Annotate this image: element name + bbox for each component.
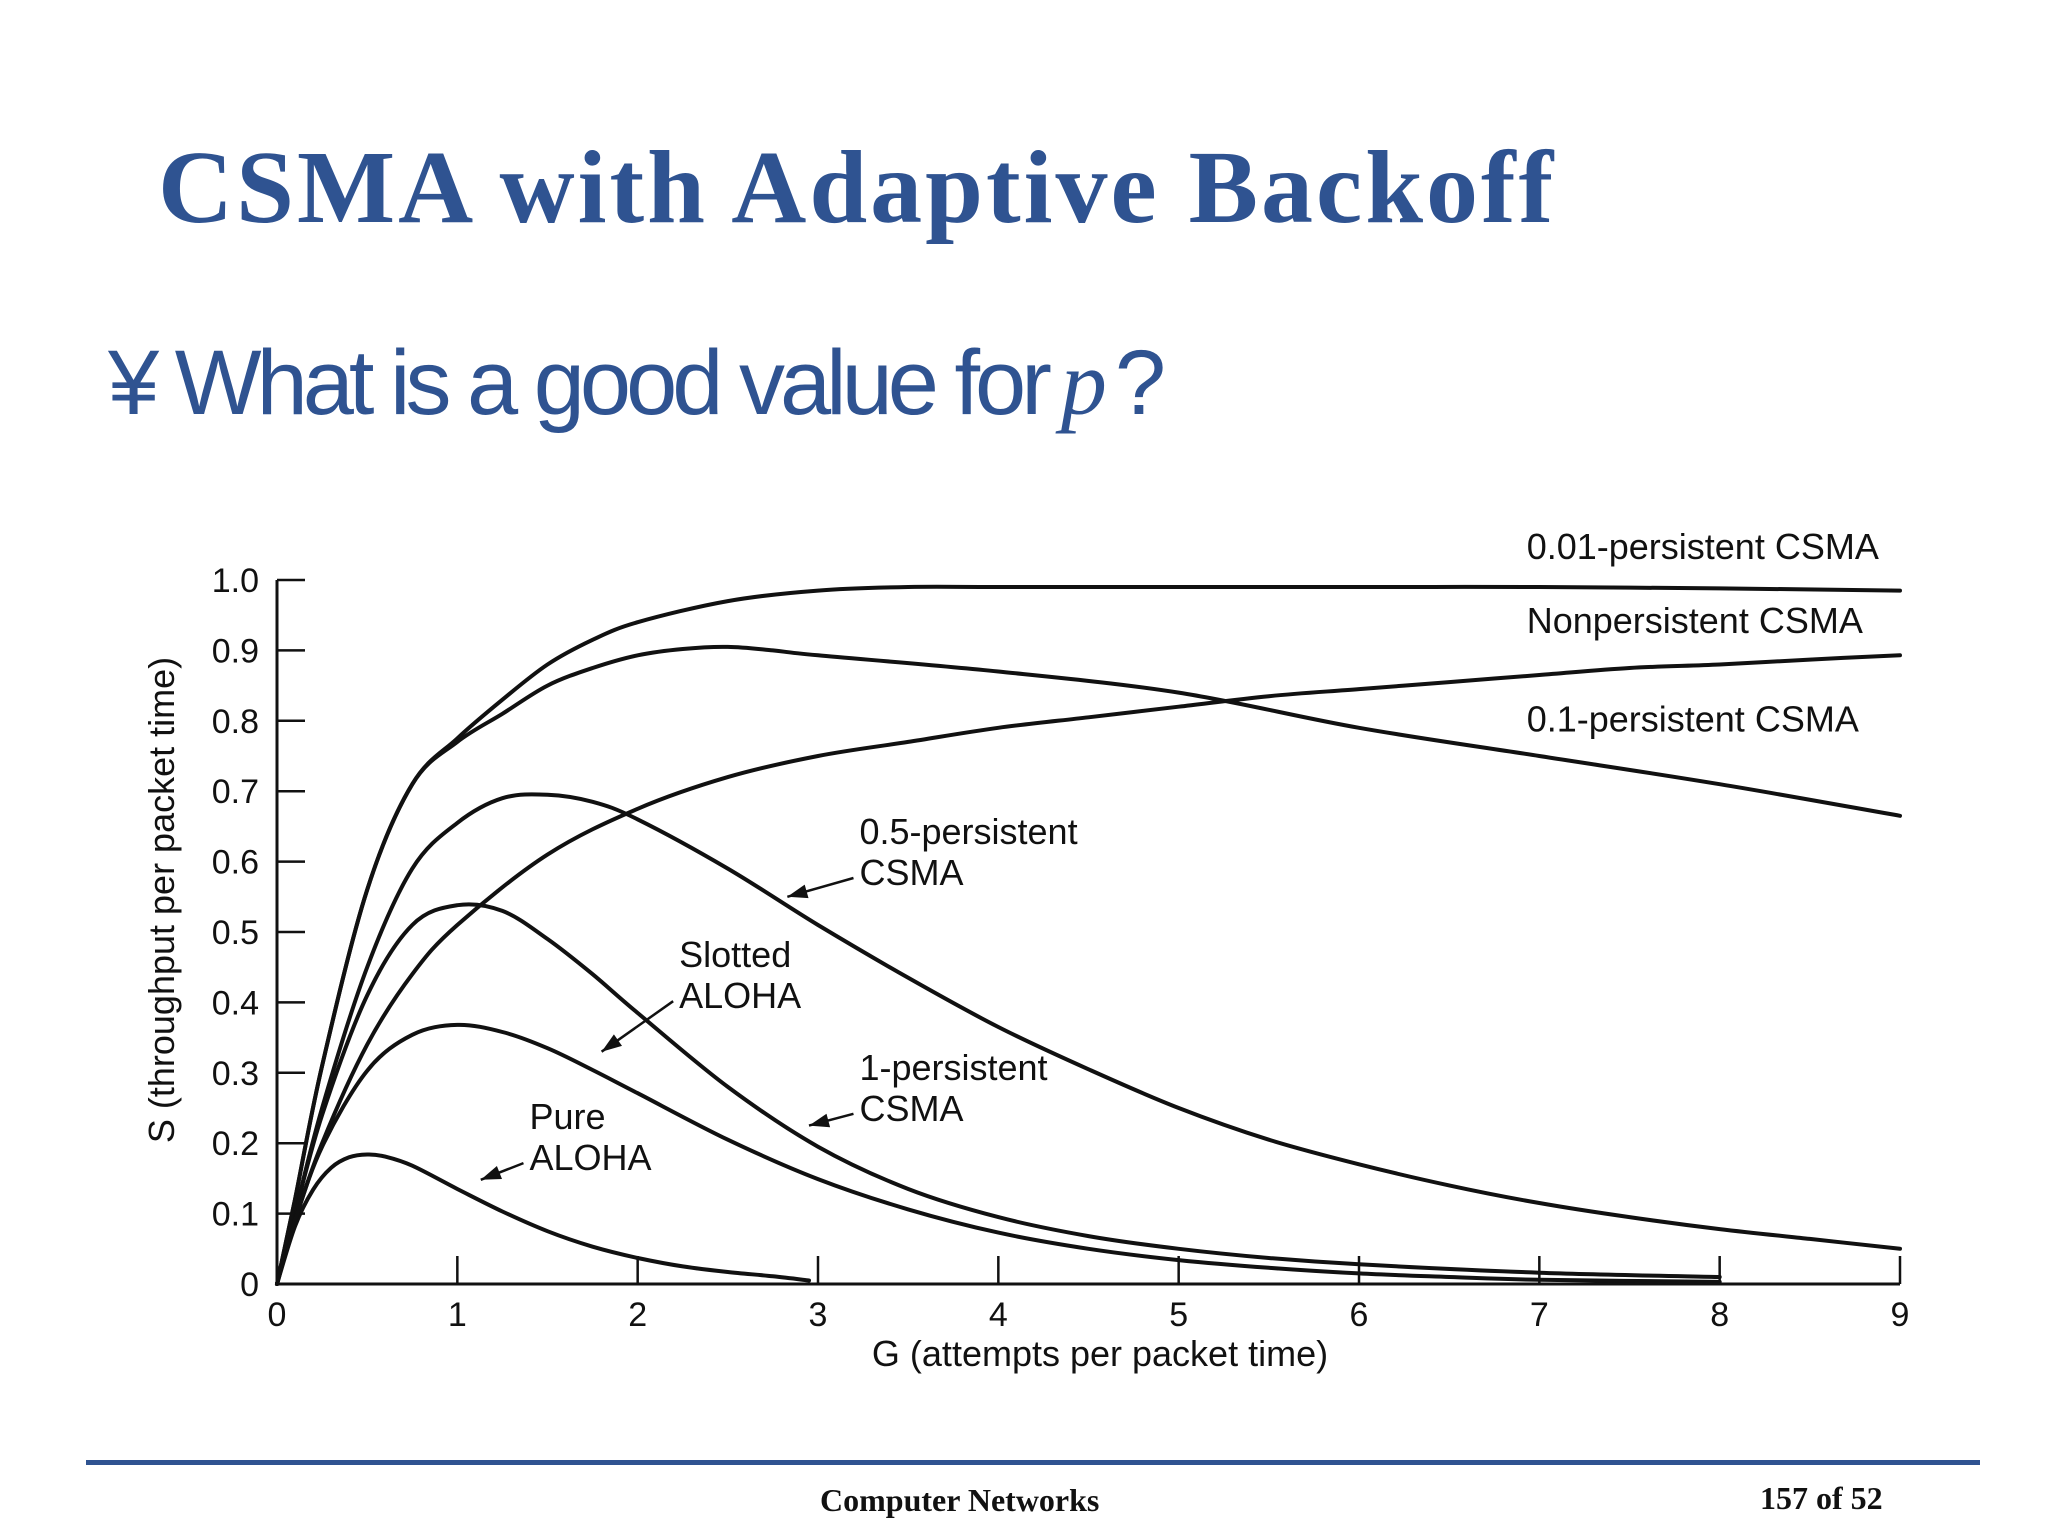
chart-axes: 0 0.1 0.2 0.3 0.4 0.5 0.6 0.7 0.8 0.9 1.0 0 1 2 3 4 5 6 7 8… [212, 562, 1910, 1334]
annotation-arrow-head [601, 1034, 622, 1052]
x-tick-label: 8 [1710, 1296, 1729, 1334]
y-tick-label: 0.1 [212, 1196, 259, 1234]
y-tick-label: 0.7 [212, 773, 259, 811]
series-label-slotted-aloha: Slotted ALOHA [679, 934, 801, 1016]
x-tick-label: 9 [1891, 1296, 1910, 1334]
series-label-line: ALOHA [529, 1137, 651, 1178]
annotation-arrow-head [787, 884, 809, 899]
bullet-variable: p [1060, 332, 1107, 434]
series-label-line: ALOHA [679, 975, 801, 1016]
series-label-nonpersistent-csma: Nonpersistent CSMA [1527, 600, 1863, 641]
series-line-1-persistent-csma [275, 902, 1722, 1286]
series-line-pure-aloha [275, 1152, 811, 1286]
series-label-line: CSMA [859, 852, 963, 893]
series-line-nonpersistent-csma [275, 644, 1902, 1286]
series-label-line: CSMA [859, 1088, 963, 1129]
y-tick-label: 0.9 [212, 632, 259, 670]
x-tick-label: 7 [1530, 1296, 1549, 1334]
series-line-slotted-aloha [275, 1022, 1722, 1286]
chart-series [275, 584, 1902, 1286]
y-axis-label: S (throughput per packet time) [141, 657, 182, 1143]
series-line-0-5-persistent-csma [275, 792, 1902, 1286]
y-tick-label: 0.8 [212, 703, 259, 741]
series-label-line: 0.5-persistent [859, 811, 1077, 852]
series-label-line: Slotted [679, 934, 791, 975]
y-tick-label: 0.4 [212, 984, 259, 1022]
series-label-1-persistent-csma: 1-persistent CSMA [859, 1047, 1047, 1129]
y-tick-label: 0.6 [212, 844, 259, 882]
series-label-0-5-persistent-csma: 0.5-persistent CSMA [859, 811, 1077, 893]
x-tick-label: 6 [1350, 1296, 1369, 1334]
y-tick-label: 0 [240, 1266, 259, 1304]
x-tick-label: 1 [448, 1296, 467, 1334]
footer-course: Computer Networks [820, 1482, 1100, 1518]
series-label-line: 0.1-persistent CSMA [1527, 698, 1859, 739]
footer-page-number: 157 of 52 [1760, 1480, 1883, 1516]
series-label-0-01-persistent-csma: 0.01-persistent CSMA [1527, 526, 1879, 567]
chart-annotations: 0.01-persistent CSMA Nonpersistent CSMA 0.… [480, 526, 1879, 1181]
annotation-arrow-head [480, 1166, 502, 1180]
x-tick-label: 4 [989, 1296, 1008, 1334]
slide-title: CSMA with Adaptive Backoff [158, 130, 1557, 245]
y-tick-label: 1.0 [212, 562, 259, 600]
y-tick-label: 0.2 [212, 1125, 259, 1163]
y-tick-label: 0.3 [212, 1055, 259, 1093]
bullet-question: ¥ What is a good value for p? [108, 330, 1166, 436]
x-tick-label: 5 [1169, 1296, 1188, 1334]
x-tick-label: 2 [628, 1296, 647, 1334]
annotation-arrow-head [809, 1113, 831, 1128]
x-tick-label: 0 [268, 1296, 287, 1334]
bullet-marker: ¥ [108, 332, 159, 434]
x-axis-label: G (attempts per packet time) [872, 1333, 1328, 1374]
x-tick-label: 3 [809, 1296, 828, 1334]
series-label-line: Nonpersistent CSMA [1527, 600, 1863, 641]
throughput-chart: 0 0.1 0.2 0.3 0.4 0.5 0.6 0.7 0.8 0.9 1.0 0 1 2 3 4 5 6 7 8… [141, 526, 1910, 1374]
y-tick-label: 0.5 [212, 914, 259, 952]
series-line-0-1-persistent-csma [275, 653, 1902, 1286]
bullet-text: What is a good value for [174, 332, 1052, 434]
series-label-0-1-persistent-csma: 0.1-persistent CSMA [1527, 698, 1859, 739]
series-label-line: Pure [529, 1096, 605, 1137]
series-label-line: 0.01-persistent CSMA [1527, 526, 1879, 567]
series-label-pure-aloha: Pure ALOHA [529, 1096, 651, 1178]
bullet-question-mark: ? [1114, 332, 1166, 434]
footer-rule [86, 1460, 1980, 1465]
series-line-0-01-persistent-csma [275, 584, 1902, 1286]
series-label-line: 1-persistent [859, 1047, 1047, 1088]
